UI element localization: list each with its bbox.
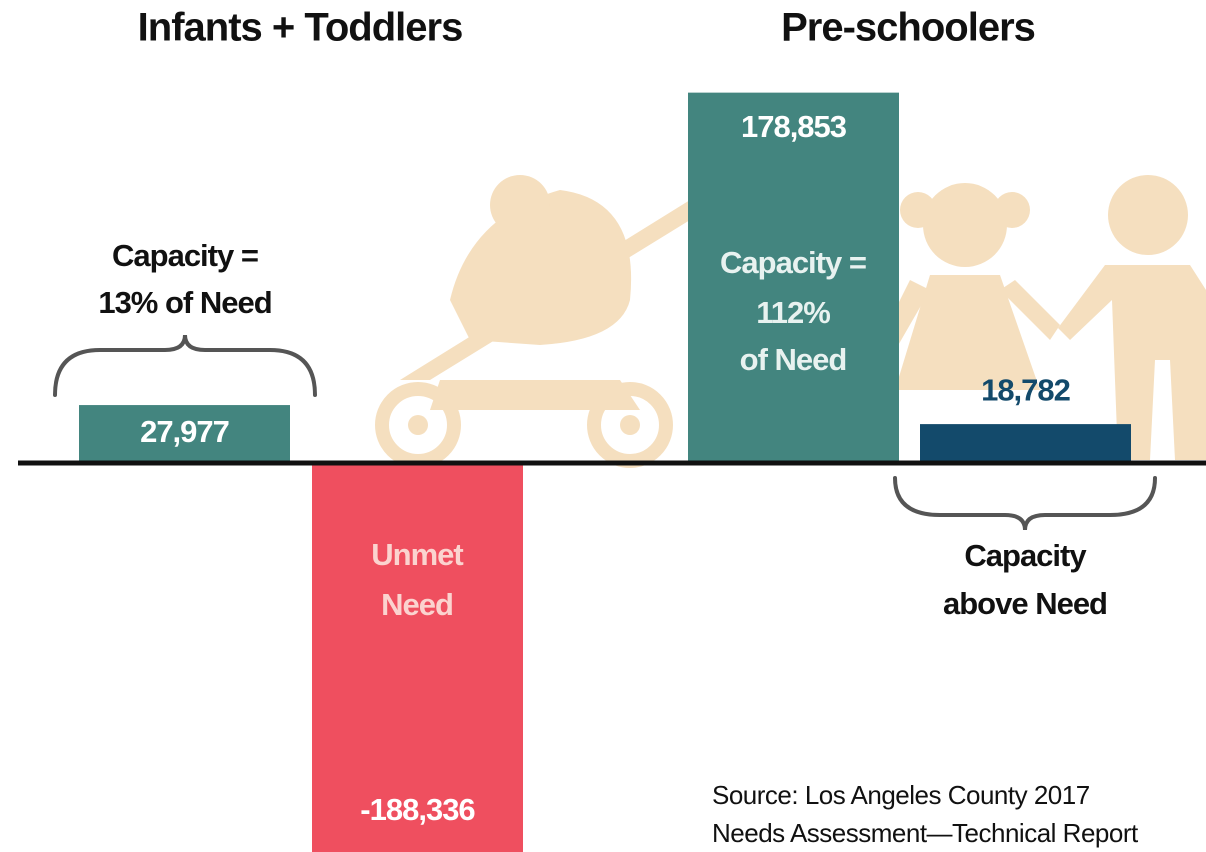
source: Source: Los Angeles County 2017	[712, 780, 1090, 810]
annotation: Capacity =	[720, 245, 866, 280]
annotation: 112%	[756, 295, 830, 330]
stroller-icon	[382, 175, 690, 461]
group-title: Infants + Toddlers	[138, 6, 463, 50]
annotation: 13% of Need	[98, 285, 271, 320]
children-icon	[870, 175, 1206, 460]
source: Needs Assessment—Technical Report	[712, 818, 1139, 848]
value-label: 178,853	[741, 109, 847, 144]
value-label: 18,782	[981, 372, 1070, 407]
annotation: Capacity	[964, 538, 1087, 573]
brace	[895, 478, 1155, 530]
brace	[55, 335, 315, 395]
annotation: Capacity =	[112, 238, 258, 273]
annotation: of Need	[740, 342, 847, 377]
annotation: Unmet	[371, 537, 463, 572]
annotation: Need	[381, 587, 453, 622]
annotation: above Need	[943, 586, 1107, 621]
value-label: -188,336	[360, 792, 475, 827]
chart: Infants + Toddlers Pre-schoolers 27,977 -…	[0, 0, 1206, 852]
value-label: 27,977	[140, 414, 229, 449]
group-title: Pre-schoolers	[781, 6, 1035, 50]
bar	[920, 424, 1131, 463]
